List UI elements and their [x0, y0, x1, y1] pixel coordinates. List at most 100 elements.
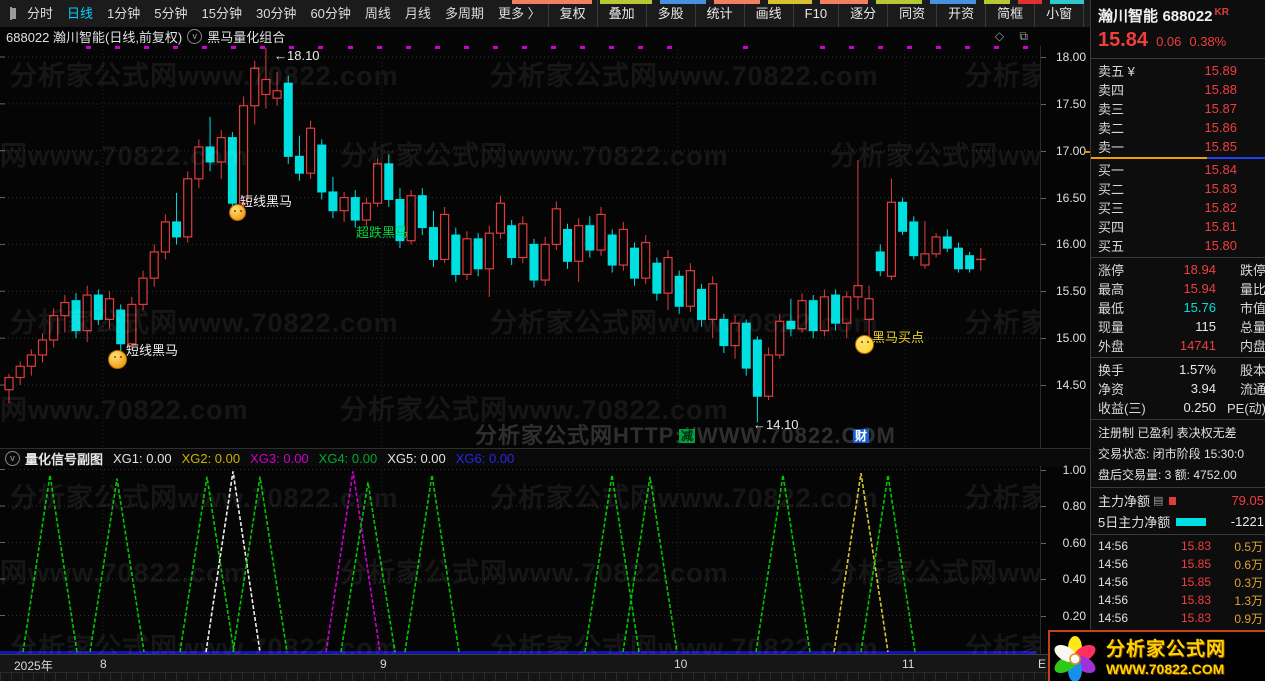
- level-price: 15.80: [1204, 238, 1237, 253]
- watermark-text: 分析家公式网www.70822.com: [490, 483, 879, 513]
- xg-value: XG1: 0.00: [113, 450, 172, 466]
- trade-price: 15.85: [1180, 575, 1211, 589]
- period-tab[interactable]: 月线: [404, 6, 431, 21]
- status-line: 注册制 已盈利 表决权无差: [1098, 426, 1237, 440]
- bottom-scrollbar[interactable]: [0, 672, 1090, 681]
- trade-row[interactable]: 14:56 15.83 1.3万: [1091, 591, 1265, 609]
- trade-volume: 1.3万: [1234, 593, 1263, 608]
- bid-ask-ratio-bar: [1091, 157, 1265, 159]
- xg-value: XG6: 0.00: [455, 450, 515, 466]
- chart-annotation: 黑马买点: [872, 330, 925, 345]
- flow-bar: [1176, 517, 1207, 526]
- trade-row[interactable]: 14:56 15.85 0.6万: [1091, 555, 1265, 573]
- top-strip: [820, 0, 868, 4]
- axis-price-label: 15.50: [1055, 284, 1086, 299]
- xg-value: XG5: 0.00: [387, 450, 446, 466]
- toolbar-item[interactable]: F10: [792, 0, 838, 27]
- time-axis: 2025年 8 9 10 11 E: [0, 654, 1090, 673]
- period-tab[interactable]: 30分钟: [255, 6, 297, 21]
- watermark-text: 分析家公式网www.70822.com: [965, 633, 1040, 654]
- level-label: 买四: [1098, 220, 1125, 235]
- toolbar-item[interactable]: 叠加: [596, 0, 646, 27]
- stat-label-2: 量比: [1239, 282, 1265, 297]
- top-strip: [1018, 0, 1042, 4]
- axis-price-label: 17.50: [1055, 96, 1086, 111]
- level-label: 买三: [1098, 201, 1125, 216]
- period-tab[interactable]: 周线: [364, 6, 391, 21]
- flow-value: -1221: [1230, 514, 1264, 529]
- watermark-text: 分析家公式网www.70822.com: [0, 141, 249, 171]
- candlestick-chart[interactable]: 分析家公式网www.70822.com 分析家公式网www.70822.com 分析…: [0, 46, 1040, 448]
- indicator-name[interactable]: 黑马量化组合: [207, 30, 286, 45]
- site-logo: 分析家公式网 WWW.70822.COM: [1048, 630, 1265, 681]
- toolbar-item[interactable]: 统计: [694, 0, 744, 27]
- toolbar-item[interactable]: 复权: [547, 0, 597, 27]
- period-tab[interactable]: 15分钟: [201, 6, 242, 21]
- panel-toggle-icon[interactable]: [10, 7, 16, 20]
- period-tab[interactable]: 60分钟: [310, 6, 351, 21]
- trade-row[interactable]: 14:56 15.83 0.9万: [1091, 609, 1265, 627]
- period-tab[interactable]: 1分钟: [107, 6, 141, 21]
- logo-url: WWW.70822.COM: [1106, 660, 1225, 677]
- chevron-down-icon[interactable]: v: [5, 450, 20, 466]
- watermark-text: 分析家公式网www.70822.com: [830, 558, 1040, 588]
- stat-label: 现量: [1098, 320, 1125, 335]
- toolbar-item[interactable]: 开资: [936, 0, 985, 27]
- axis-tick: [1041, 506, 1046, 507]
- money-flow-row: 主力净额 ▤ 79.05: [1091, 490, 1265, 511]
- period-tab[interactable]: 多周期: [444, 6, 484, 21]
- trade-time: 14:56: [1098, 539, 1129, 553]
- trade-row[interactable]: 14:56 15.83 0.5万: [1091, 537, 1265, 555]
- stat-label-2: 流通: [1239, 382, 1265, 397]
- stock-tag: KR: [1214, 6, 1229, 18]
- smiley-marker-icon: [108, 350, 127, 369]
- time-axis-label: 9: [380, 657, 387, 671]
- toolbar-item[interactable]: 小窗: [1034, 0, 1083, 27]
- sell-level-row: 卖四 15.88: [1091, 80, 1265, 99]
- period-tab[interactable]: 分时: [27, 6, 54, 21]
- xg-value: XG2: 0.00: [181, 450, 241, 466]
- chevron-down-icon[interactable]: v: [187, 29, 203, 44]
- toolbar-item[interactable]: 逐分: [838, 0, 887, 27]
- trade-price: 15.83: [1180, 539, 1211, 553]
- subchart-header: v 量化信号副图 XG1: 0.00 XG2: 0.00 XG3: 0.00 XG4:…: [0, 448, 1090, 467]
- xg-values: XG1: 0.00 XG2: 0.00 XG3: 0.00 XG4: 0.00 XG5:…: [113, 451, 524, 466]
- toolbar-item[interactable]: 简框: [985, 0, 1034, 27]
- level-price: 15.85: [1204, 139, 1237, 154]
- level-price: 15.89: [1204, 63, 1237, 78]
- axis-value-label: 1.00: [1062, 462, 1086, 477]
- logo-text: 分析家公式网: [1106, 638, 1227, 660]
- status-line: 交易状态: 闭市阶段 15:30:0: [1098, 447, 1245, 461]
- period-tab[interactable]: 日线: [67, 6, 94, 21]
- stat-label-2: 内盘: [1239, 339, 1265, 354]
- period-tab[interactable]: 更多 〉: [497, 6, 541, 21]
- axis-tick: [1041, 384, 1046, 386]
- subchart-title: 量化信号副图: [25, 451, 104, 467]
- signal-subchart[interactable]: 分析家公式网www.70822.com 分析家公式网www.70822.com 分析…: [0, 466, 1040, 654]
- last-price: 15.84: [1098, 29, 1149, 51]
- period-tab[interactable]: 5分钟: [154, 6, 188, 21]
- divider: [1091, 534, 1265, 535]
- stat-label: 涨停: [1098, 263, 1125, 278]
- stat-value: 18.94: [1183, 262, 1216, 277]
- stat-label-2: PE(动): [1226, 401, 1265, 416]
- title-corner-icons[interactable]: ◇ ⧉: [994, 29, 1034, 43]
- quote-panel: 瀚川智能 688022 KR 15.84 0.06 0.38% 卖五 ¥ 15.89…: [1090, 0, 1265, 681]
- note-icon[interactable]: ▤: [1153, 495, 1164, 507]
- toolbar-item[interactable]: 多股: [645, 0, 695, 27]
- toolbar-item[interactable]: 画线: [743, 0, 793, 27]
- buy-level-row: 买一 15.84: [1091, 160, 1265, 179]
- axis-price-label: 18.00: [1055, 50, 1086, 64]
- level-label: 卖五 ¥: [1098, 64, 1135, 79]
- watermark-text: 分析家公式网www.70822.com: [340, 395, 729, 425]
- stat-value: 115: [1195, 319, 1216, 334]
- price-axis: 18.00 17.50 17.00 16.50 16.00 15.50 15.00 14.50: [1040, 46, 1091, 448]
- watermark-text: 分析家公式网www.70822.com: [10, 61, 399, 91]
- chart-annotation: 短线黑马: [240, 194, 293, 209]
- toolbar-item[interactable]: 同资: [887, 0, 936, 27]
- sell-levels: 卖五 ¥ 15.89 卖四 15.88 卖三 15.87 卖二 15.86 卖一 15.85: [1091, 61, 1265, 156]
- axis-tick: [1041, 57, 1046, 58]
- level-price: 15.84: [1204, 162, 1237, 177]
- top-strip: [600, 0, 652, 4]
- trade-row[interactable]: 14:56 15.85 0.3万: [1091, 573, 1265, 591]
